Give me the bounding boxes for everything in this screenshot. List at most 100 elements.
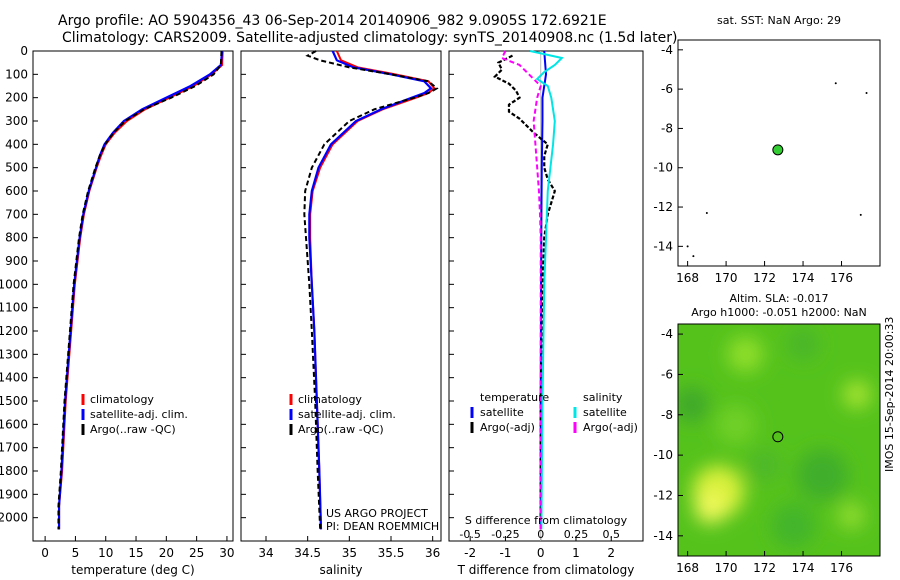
temperature-ytick-label: 500 [5, 161, 28, 175]
diff-legend-label-sal: Argo(-adj) [583, 421, 638, 434]
sst-map-coast-dot [859, 213, 862, 216]
temperature-xtick-label: 15 [128, 546, 143, 560]
sst_map-xtick-label: 170 [715, 271, 738, 285]
annotation-project: US ARGO PROJECT [326, 507, 428, 520]
sla_map-ytick-label: -6 [661, 367, 673, 381]
temperature-xlabel: temperature (deg C) [71, 563, 194, 577]
sst-map-coast-dot [686, 245, 689, 248]
differences-series-t-argo [492, 54, 557, 518]
temperature-xtick-label: 10 [98, 546, 113, 560]
sst-map-coast-dot [865, 92, 868, 95]
sst-map-title: sat. SST: NaN Argo: 29 [717, 14, 841, 27]
temperature-ytick-label: 300 [5, 114, 28, 128]
sla_map-xtick-label: 170 [715, 561, 738, 575]
temperature-ytick-label: 1700 [0, 441, 28, 455]
sst_map-ytick-label: -10 [653, 161, 673, 175]
salinity-series-argo [303, 50, 439, 530]
sst-map-coast-dot [705, 211, 708, 214]
temperature-series-climatology [58, 50, 224, 530]
sst_map-xtick-label: 174 [792, 271, 815, 285]
salinity-xtick-label: 35.5 [378, 546, 405, 560]
imos-timestamp-label: IMOS 15-Sep-2014 20:00:33 [883, 317, 896, 472]
sla-heatmap-cell [787, 328, 820, 361]
salinity-xtick-label: 35 [342, 546, 357, 560]
temperature-xtick-label: 25 [189, 546, 204, 560]
temperature-frame [32, 50, 234, 542]
salinity-frame [240, 50, 442, 542]
temperature-legend-label: Argo(..raw -QC) [90, 423, 176, 436]
temperature-xtick-label: 0 [41, 546, 49, 560]
sla-heatmap-cell [694, 491, 727, 524]
sla_map-xtick-label: 176 [830, 561, 853, 575]
differences-xtick-label: 0 [537, 546, 545, 560]
temperature-ytick-label: 0 [20, 44, 28, 58]
diff-top-axis-label: S difference from climatology [465, 514, 628, 527]
temperature-ytick-label: 1200 [0, 324, 28, 338]
temperature-ytick-label: 1800 [0, 464, 28, 478]
temperature-ytick-label: 1900 [0, 487, 28, 501]
temperature-ytick-label: 800 [5, 231, 28, 245]
salinity-legend-label: climatology [298, 393, 362, 406]
differences-xtick-label: 2 [607, 546, 615, 560]
diff-legend-label-sal: satellite [583, 406, 627, 419]
diff-top-tick-label: 0.25 [564, 528, 589, 541]
sla_map-xtick-label: 174 [792, 561, 815, 575]
temperature-series-satellite [57, 50, 224, 530]
diff-legend-label-temp: Argo(-adj) [480, 421, 535, 434]
sst_map-xtick-label: 168 [676, 271, 699, 285]
differences-xtick-label: 1 [572, 546, 580, 560]
sla_map-ytick-label: -14 [653, 529, 673, 543]
temperature-ytick-label: 1100 [0, 301, 28, 315]
sla-heatmap-cell [796, 449, 849, 502]
sla_map-ytick-label: -4 [661, 327, 673, 341]
temperature-ytick-label: 400 [5, 137, 28, 151]
sst-map-coast-dot [834, 82, 837, 85]
sst_map-ytick-label: -4 [661, 43, 673, 57]
sst_map-ytick-label: -12 [653, 200, 673, 214]
temperature-ytick-label: 1500 [0, 394, 28, 408]
diff-top-tick-label: -0.25 [491, 528, 519, 541]
temperature-legend-label: satellite-adj. clim. [90, 408, 188, 421]
title-line-2: Climatology: CARS2009. Satellite-adjuste… [62, 30, 678, 46]
diff-legend-label-temp: satellite [480, 406, 524, 419]
temperature-ytick-label: 1600 [0, 417, 28, 431]
sla-heatmap-cell [715, 404, 756, 445]
temperature-ytick-label: 200 [5, 91, 28, 105]
salinity-xtick-label: 36 [425, 546, 440, 560]
diff-top-tick-label: 0.5 [603, 528, 621, 541]
salinity-legend-label: satellite-adj. clim. [298, 408, 396, 421]
title-line-1: Argo profile: AO 5904356_43 06-Sep-2014 … [58, 13, 607, 29]
salinity-xlabel: salinity [319, 563, 362, 577]
temperature-ytick-label: 1300 [0, 347, 28, 361]
temperature-ytick-label: 2000 [0, 511, 28, 525]
sst-map-coast-dot [692, 255, 695, 258]
differences-xlabel: T difference from climatology [457, 563, 635, 577]
sla_map-frame [677, 323, 881, 557]
salinity-legend-label: Argo(..raw -QC) [298, 423, 384, 436]
differences-xtick-label: -1 [499, 546, 511, 560]
temperature-ytick-label: 100 [5, 67, 28, 81]
diff-top-tick-label: 0 [537, 528, 544, 541]
sst_map-ytick-label: -6 [661, 82, 673, 96]
sla-heatmap-cell [678, 386, 710, 423]
temperature-ytick-label: 1400 [0, 371, 28, 385]
differences-series-s-argo [500, 50, 542, 530]
sla_map-ytick-label: -10 [653, 448, 673, 462]
sla-heatmap-cell [771, 503, 816, 548]
diff-legend-title-salinity: salinity [583, 391, 623, 404]
differences-frame [448, 50, 644, 542]
temperature-ytick-label: 900 [5, 254, 28, 268]
diff-legend-title-temperature: temperature [480, 391, 549, 404]
temperature-ytick-label: 1000 [0, 277, 28, 291]
sla-heatmap-cell [837, 501, 866, 530]
sla_map-xtick-label: 172 [753, 561, 776, 575]
sla-heatmap-cell [748, 449, 781, 482]
sla-map-title-2: Argo h1000: -0.051 h2000: NaN [691, 306, 867, 319]
temperature-ytick-label: 600 [5, 184, 28, 198]
salinity-series-climatology [309, 50, 436, 530]
salinity-xtick-label: 34.5 [294, 546, 321, 560]
sla_map-xtick-label: 168 [676, 561, 699, 575]
sla_map-ytick-label: -12 [653, 488, 673, 502]
temperature-xtick-label: 20 [159, 546, 174, 560]
temperature-xtick-label: 5 [72, 546, 80, 560]
